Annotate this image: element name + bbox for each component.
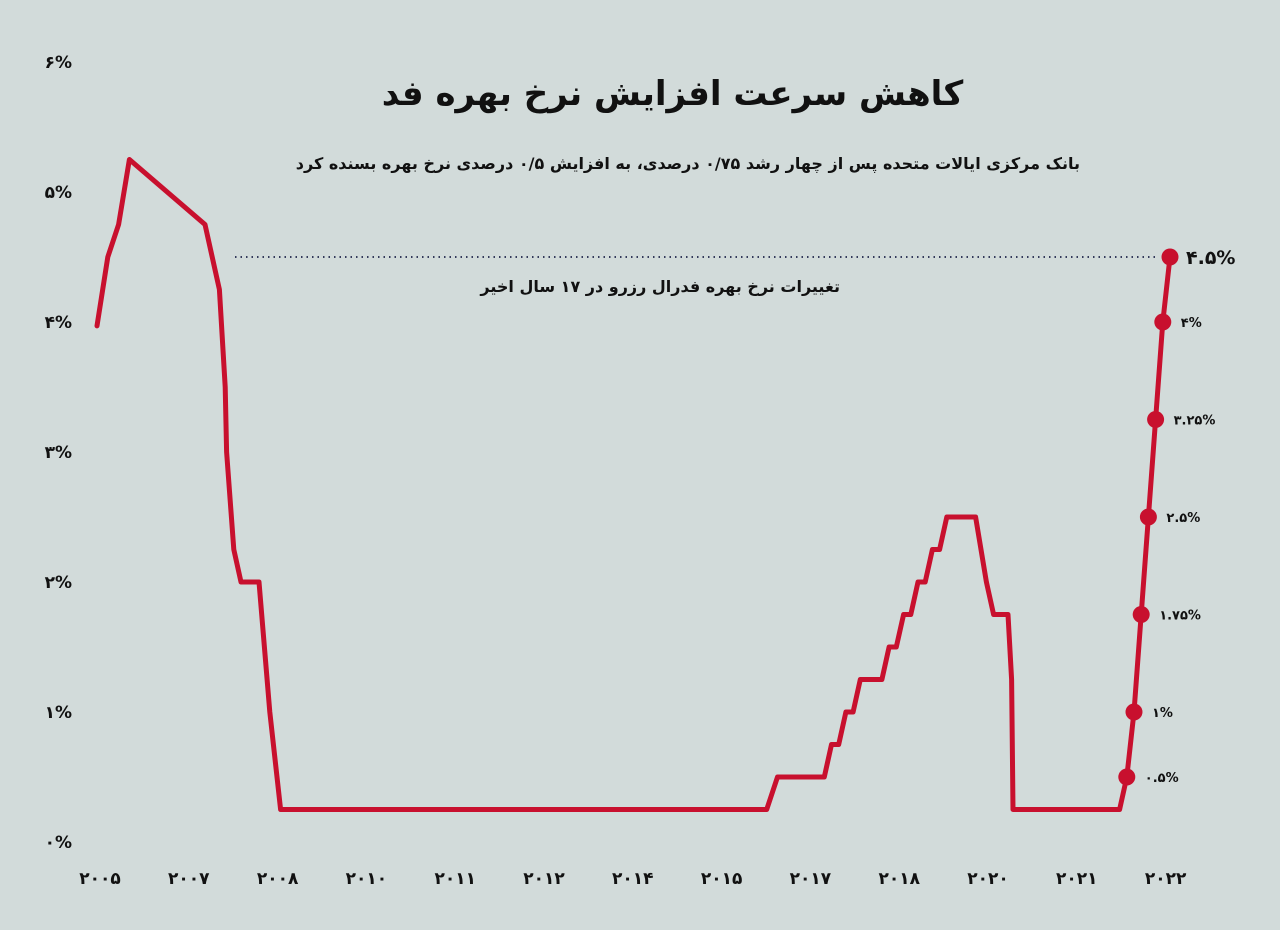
- data-point: [1139, 508, 1157, 526]
- x-tick-label: ۲۰۰۸: [257, 869, 299, 889]
- y-tick-label: ۰%: [45, 833, 72, 853]
- y-tick-label: ۱%: [45, 703, 72, 723]
- x-tick-label: ۲۰۲۰: [967, 869, 1009, 889]
- y-tick-label: ۳%: [45, 443, 72, 463]
- x-tick-label: ۲۰۱۲: [523, 869, 565, 889]
- data-point-label: ۴.۵%: [1186, 247, 1235, 269]
- chart-title: کاهش سرعت افزایش نرخ بهره فد: [381, 74, 964, 114]
- data-point-label: ۱.۷۵%: [1159, 609, 1201, 624]
- x-tick-label: ۲۰۱۱: [434, 869, 476, 889]
- data-point-label: ۱%: [1152, 706, 1173, 721]
- x-tick-label: ۲۰۰۷: [168, 869, 210, 889]
- y-tick-label: ۴%: [45, 313, 72, 333]
- series-line: [94, 157, 1173, 812]
- data-point: [1154, 313, 1172, 331]
- data-point-label: ۲.۵%: [1166, 511, 1200, 526]
- data-point: [1147, 411, 1165, 428]
- x-tick-label: ۲۰۲۱: [1056, 869, 1098, 889]
- data-point: [1132, 606, 1150, 623]
- data-point-label: ۰.۵%: [1145, 771, 1179, 786]
- x-tick-label: ۲۰۰۵: [79, 869, 121, 889]
- x-tick-label: ۲۰۱۷: [790, 869, 832, 889]
- x-tick-label: ۲۰۱۰: [346, 869, 388, 889]
- x-tick-label: ۲۰۲۲: [1145, 869, 1187, 889]
- data-point: [1118, 768, 1136, 786]
- y-tick-label: ۲%: [45, 573, 72, 593]
- data-point: [1161, 248, 1179, 266]
- y-tick-label: ۶%: [45, 53, 72, 73]
- reference-annotation: تغییرات نرخ بهره فدرال رزرو در ۱۷ سال اخ…: [480, 277, 840, 296]
- x-tick-label: ۲۰۱۵: [701, 869, 743, 889]
- data-point-label: ۴%: [1181, 316, 1202, 331]
- y-tick-label: ۵%: [45, 183, 72, 203]
- data-point-label: ۳.۲۵%: [1174, 414, 1216, 429]
- data-point: [1125, 703, 1143, 721]
- x-tick-label: ۲۰۱۴: [612, 869, 654, 889]
- chart-subtitle: بانک مرکزی ایالات متحده پس از چهار رشد ۰…: [295, 154, 1080, 173]
- x-tick-label: ۲۰۱۸: [878, 869, 920, 889]
